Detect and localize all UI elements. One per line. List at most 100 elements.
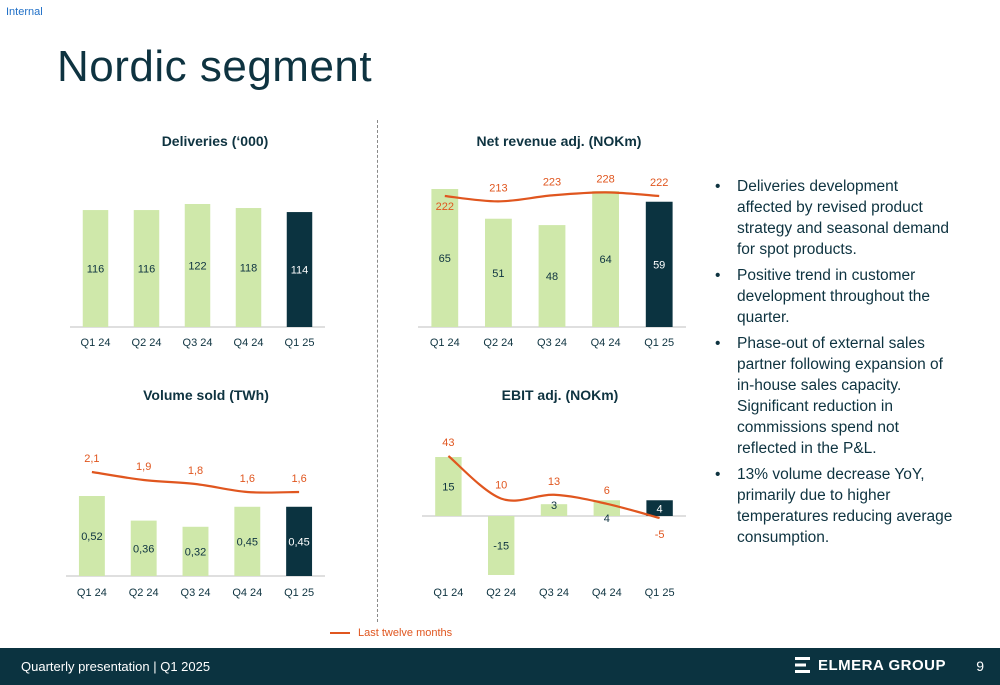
ltm-value-label: 1,8 [188, 465, 203, 477]
bar-value-label: -15 [493, 541, 509, 553]
bar-value-label: 65 [439, 253, 451, 265]
chart-legend: Last twelve months [330, 627, 452, 639]
bullet-item: 13% volume decrease YoY, primarily due t… [715, 464, 955, 548]
x-tick-label: Q1 24 [430, 337, 460, 349]
bar-value-label: 4 [604, 513, 610, 525]
ltm-value-label: 1,9 [136, 461, 151, 473]
chart-title: Volume sold (TWh) [143, 387, 269, 403]
panel-divider [377, 120, 378, 622]
x-tick-label: Q4 24 [232, 587, 262, 599]
ltm-value-label: 13 [548, 476, 560, 488]
ltm-value-label: 2,1 [84, 453, 99, 465]
chart-title: EBIT adj. (NOKm) [502, 387, 619, 403]
bullet-item: Phase-out of external sales partner foll… [715, 333, 955, 459]
bar-value-label: 15 [442, 482, 454, 494]
bar-value-label: 0,36 [133, 543, 154, 555]
bar-value-label: 116 [87, 264, 105, 276]
x-tick-label: Q1 25 [644, 337, 674, 349]
chart-bar [488, 516, 515, 575]
chart-bar [431, 189, 459, 327]
chart-bar [592, 191, 619, 327]
x-tick-label: Q3 24 [183, 337, 213, 349]
chart-bar [435, 457, 462, 516]
legend-line-swatch [330, 632, 350, 634]
bar-value-label: 4 [657, 503, 663, 515]
chart-bar [78, 496, 105, 576]
footer-bar: Quarterly presentation | Q1 2025 ELMERA … [0, 648, 1000, 685]
x-tick-label: Q4 24 [592, 587, 622, 599]
x-tick-label: Q1 25 [645, 587, 675, 599]
bar-value-label: 122 [188, 261, 206, 273]
x-tick-label: Q1 25 [284, 587, 314, 599]
page-title: Nordic segment [57, 42, 373, 91]
ltm-line [447, 455, 660, 520]
x-tick-label: Q1 24 [77, 587, 107, 599]
x-tick-label: Q1 24 [433, 587, 463, 599]
brand-logo: ELMERA GROUP [794, 656, 946, 674]
ltm-line [91, 470, 300, 494]
x-tick-label: Q4 24 [591, 337, 621, 349]
bar-value-label: 118 [240, 263, 258, 275]
bar-value-label: 64 [599, 254, 611, 266]
chart-bar [235, 208, 262, 327]
bar-value-label: 114 [291, 265, 309, 277]
x-tick-label: Q3 24 [181, 587, 211, 599]
ltm-value-label: 1,6 [240, 473, 255, 485]
footer-text: Quarterly presentation | Q1 2025 [21, 659, 211, 674]
ltm-value-label: 213 [489, 182, 507, 194]
chart-bar [540, 504, 568, 516]
ltm-value-label: 228 [596, 173, 614, 185]
elmera-logo-icon [795, 657, 810, 673]
bar-value-label: 0,45 [237, 536, 258, 548]
ltm-value-label: 1,6 [291, 473, 306, 485]
bar-value-label: 0,52 [81, 531, 102, 543]
x-tick-label: Q1 25 [285, 337, 315, 349]
chart-bar [645, 201, 673, 327]
bullet-item: Positive trend in customer development t… [715, 265, 955, 328]
chart-bar [286, 506, 313, 576]
chart-title: Deliveries (‘000) [162, 133, 269, 149]
x-tick-label: Q1 24 [81, 337, 111, 349]
chart-bar [538, 225, 566, 327]
chart-bar [485, 218, 512, 327]
commentary-list: Deliveries development affected by revis… [715, 176, 955, 553]
chart-title: Net revenue adj. (NOKm) [477, 133, 642, 149]
chart-bar [130, 520, 157, 576]
classification-tag: Internal [6, 6, 43, 18]
ltm-value-label: 6 [604, 485, 610, 497]
page-number: 9 [976, 658, 984, 674]
chart-bar [593, 500, 620, 516]
chart-bar [234, 506, 261, 576]
x-tick-label: Q4 24 [234, 337, 264, 349]
chart-bar [82, 210, 109, 327]
bar-value-label: 0,45 [288, 536, 309, 548]
x-tick-label: Q2 24 [129, 587, 159, 599]
legend-label: Last twelve months [358, 627, 453, 639]
brand-name: ELMERA GROUP [818, 656, 946, 674]
ltm-value-label: 10 [495, 480, 507, 492]
x-tick-label: Q2 24 [132, 337, 162, 349]
ltm-line [444, 191, 660, 203]
chart-bar [286, 212, 313, 327]
bar-value-label: 48 [546, 271, 558, 283]
bar-value-label: 0,32 [185, 546, 206, 558]
chart-bar [184, 204, 211, 327]
bar-value-label: 3 [551, 500, 557, 512]
x-tick-label: Q3 24 [537, 337, 567, 349]
bar-value-label: 116 [138, 264, 156, 276]
bar-value-label: 51 [492, 268, 504, 280]
ltm-value-label: 223 [543, 176, 561, 188]
ltm-value-label: 222 [650, 177, 668, 189]
chart-bar [182, 526, 209, 576]
x-tick-label: Q2 24 [486, 587, 516, 599]
x-tick-label: Q2 24 [483, 337, 513, 349]
ltm-value-label: -5 [655, 529, 665, 541]
x-tick-label: Q3 24 [539, 587, 569, 599]
ltm-value-label: 222 [436, 201, 454, 213]
ltm-value-label: 43 [442, 437, 454, 449]
bar-value-label: 59 [653, 259, 665, 271]
bullet-item: Deliveries development affected by revis… [715, 176, 955, 260]
charts-canvas: Deliveries (‘000) 116 Q1 24 116 Q2 24 122 Q3 2… [66, 133, 686, 599]
chart-bar [646, 500, 673, 516]
chart-bar [133, 210, 160, 327]
